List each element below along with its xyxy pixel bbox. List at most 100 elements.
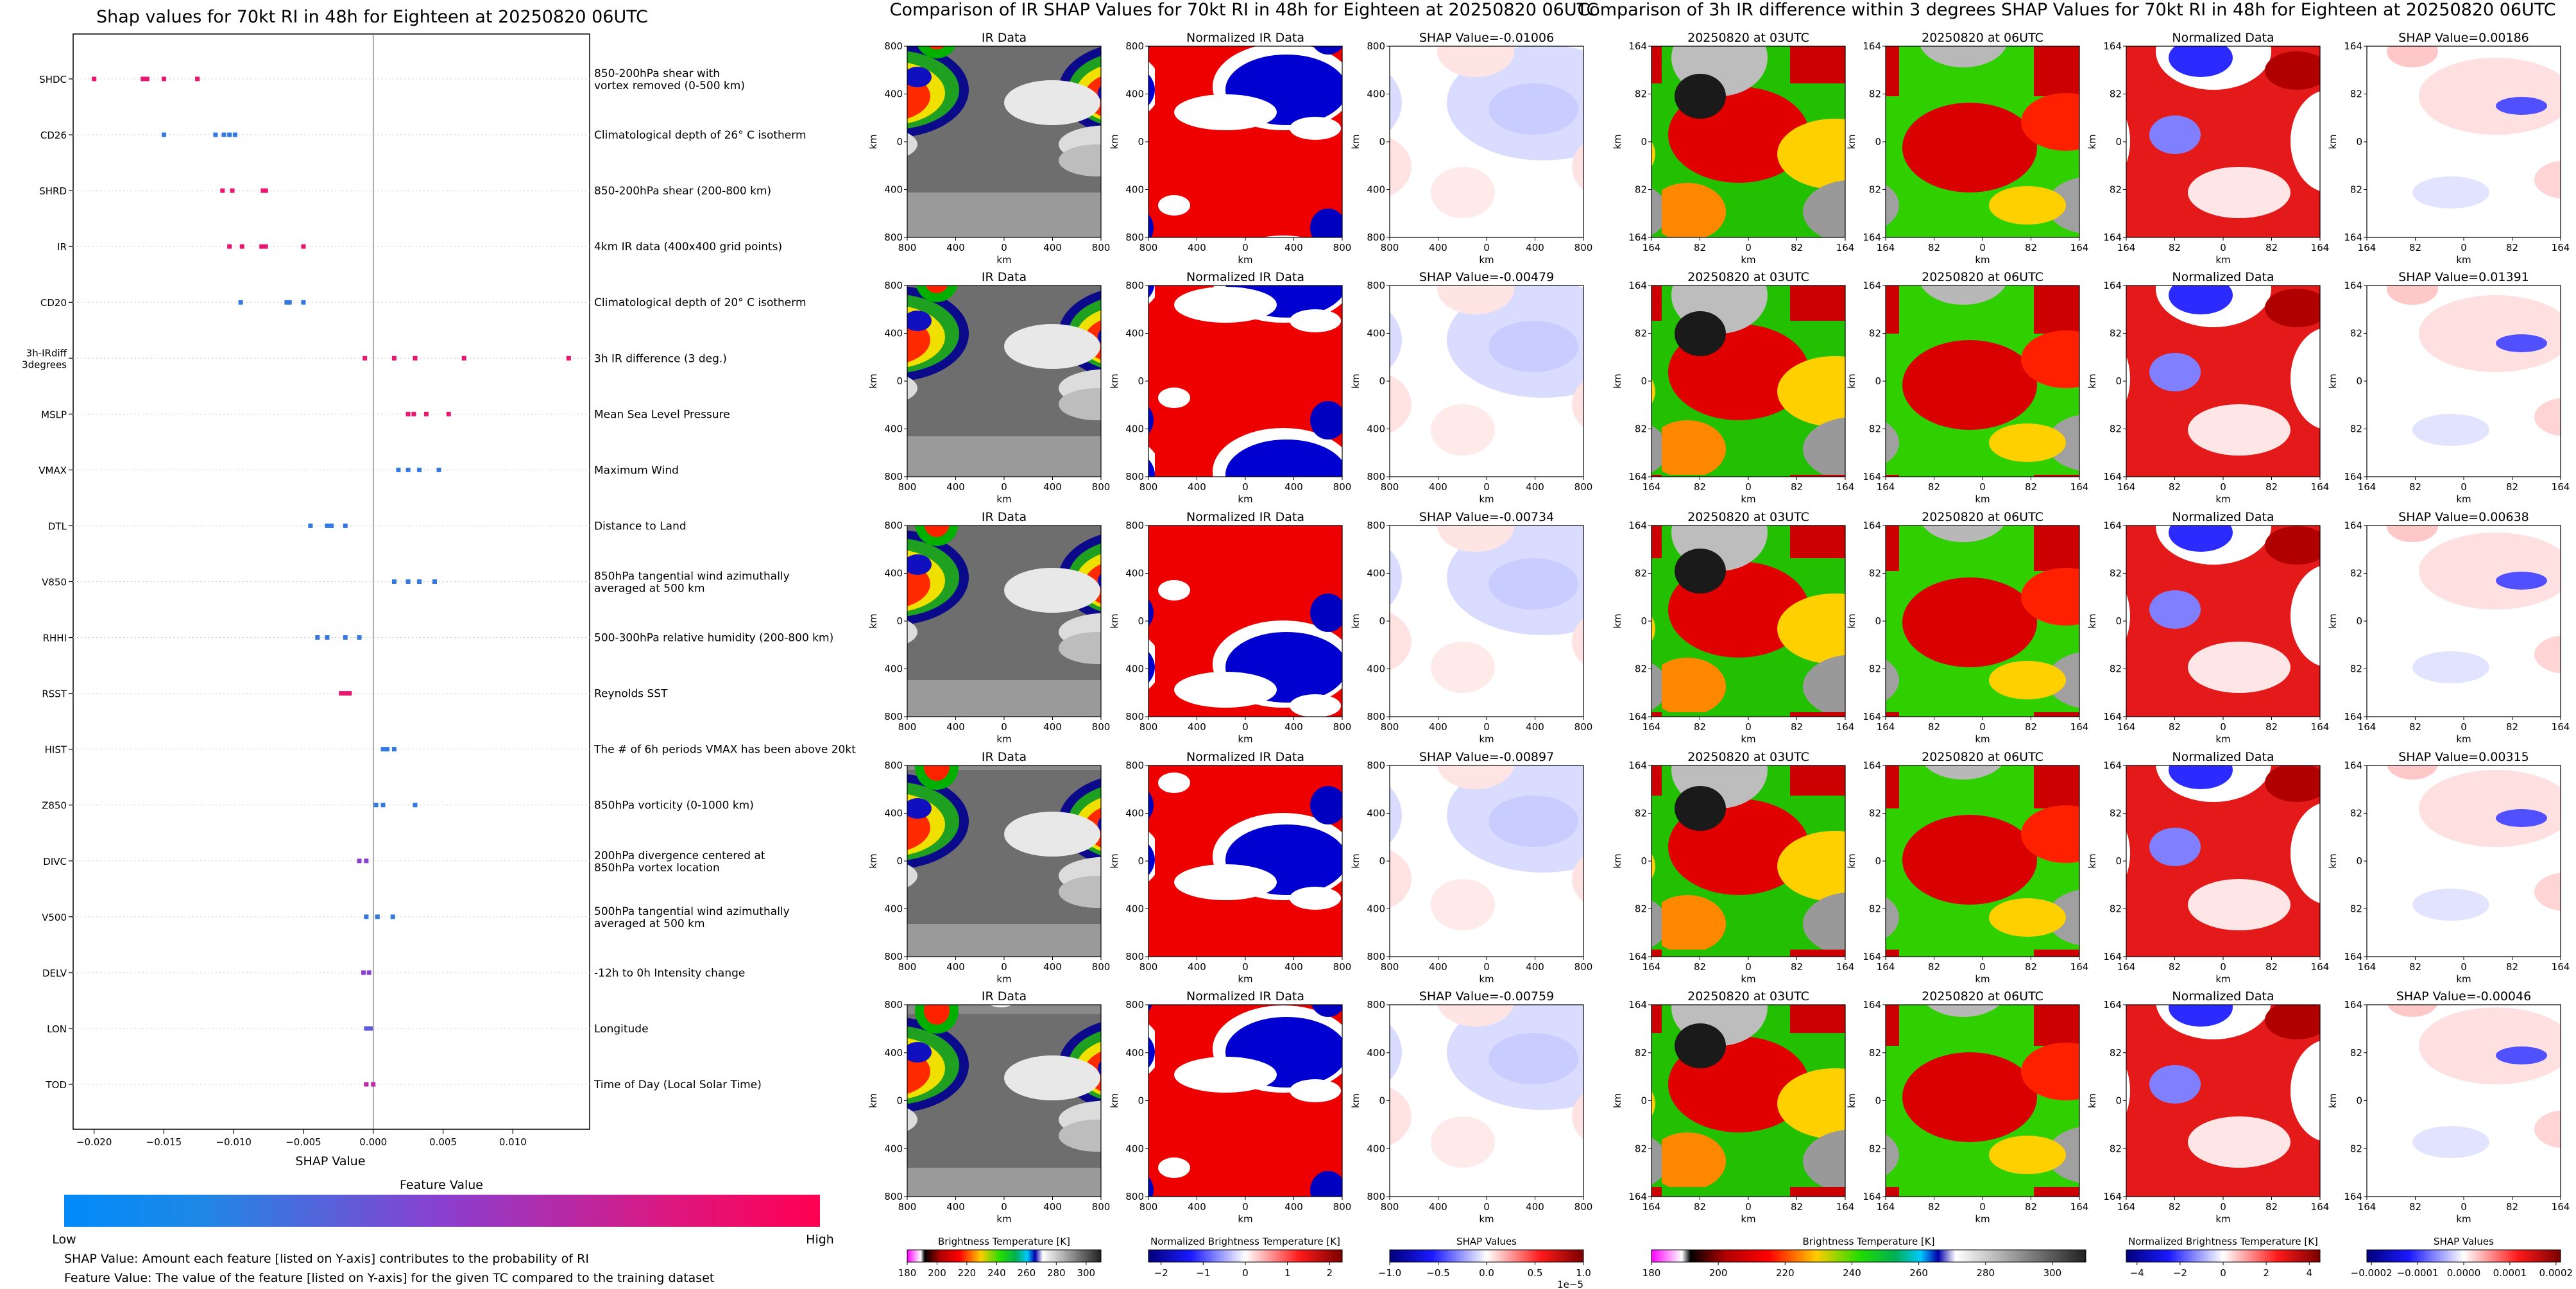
panel-y-tick-label: 800	[1367, 280, 1385, 291]
panel-y-axis-label: km	[1846, 853, 1857, 868]
panel-y-tick-label: 400	[1125, 1143, 1144, 1154]
panel-x-tick-label: 800	[1574, 1201, 1593, 1213]
panel-x-axis-label: km	[2215, 733, 2230, 745]
panel-y-tick-label: 400	[1125, 423, 1144, 435]
shap-point	[301, 300, 306, 305]
ir-image-panel	[1148, 46, 1343, 238]
feature-description-line: 200hPa divergence centered at	[594, 849, 765, 862]
shap-point	[284, 300, 289, 305]
panel-y-tick-label: 164	[1628, 711, 1647, 722]
panel-y-tick-label: 400	[1125, 663, 1144, 675]
image-panel-title: SHAP Value=-0.01006	[1419, 31, 1554, 45]
ir-diff-image-panel	[2366, 46, 2561, 238]
feature-description-line: 3h IR difference (3 deg.)	[594, 352, 727, 365]
image-panel-title: Normalized IR Data	[1186, 270, 1304, 284]
feature-description-line: The # of 6h periods VMAX has been above …	[593, 744, 856, 756]
panel-y-tick-label: 82	[2350, 184, 2362, 196]
panel-x-tick-label: 400	[1188, 721, 1206, 733]
panel-x-tick-label: 400	[1284, 1201, 1303, 1213]
panel-y-axis-label: km	[1846, 1093, 1857, 1108]
feature-description-line: Time of Day (Local Solar Time)	[593, 1079, 762, 1091]
shap-point	[364, 914, 369, 919]
panel-y-tick-label: 82	[1869, 808, 1881, 819]
panel-y-tick-label: 82	[1635, 423, 1647, 435]
panel-y-tick-label: 0	[1379, 375, 1385, 387]
panel-x-tick-label: 400	[1526, 242, 1544, 253]
panel-y-tick-label: 400	[884, 568, 903, 579]
feature-name-line: SHDC	[39, 74, 67, 85]
panel-x-tick-label: 0	[2220, 961, 2226, 973]
shap-point	[363, 355, 368, 361]
colorbar	[2126, 1249, 2321, 1263]
panel-x-tick-label: 164	[2117, 242, 2136, 253]
panel-y-tick-label: 164	[2344, 280, 2362, 291]
panel-y-tick-label: 164	[2103, 1191, 2122, 1202]
panel-x-tick-label: 82	[2169, 961, 2181, 973]
feature-description-label: Mean Sea Level Pressure	[594, 408, 730, 421]
panel-x-axis-label: km	[1238, 973, 1252, 985]
shap-point	[195, 76, 200, 81]
panel-x-tick-label: 0	[1242, 242, 1249, 253]
panel-y-tick-label: 800	[1125, 232, 1144, 243]
panel-x-tick-label: 0	[1979, 481, 1986, 493]
x-tick-label: −0.020	[76, 1136, 112, 1148]
panel-y-tick-label: 82	[2350, 663, 2362, 675]
colorbar-tick-label: 240	[987, 1267, 1006, 1279]
panel-y-tick-label: 82	[2350, 423, 2362, 435]
feature-description-label: 850-200hPa shear (200-800 km)	[594, 185, 771, 198]
panel-y-tick-label: 164	[2344, 951, 2362, 962]
panel-x-tick-label: 82	[2025, 721, 2037, 733]
panel-x-tick-label: 82	[1928, 481, 1940, 493]
shap-point	[227, 132, 232, 137]
panel-x-tick-label: 164	[2070, 242, 2089, 253]
panel-y-tick-label: 82	[1869, 89, 1881, 100]
feature-name-line: MSLP	[41, 409, 67, 420]
panel-x-tick-label: 0	[1483, 961, 1490, 973]
panel-x-axis-label: km	[1479, 973, 1494, 985]
colorbar-label: Brightness Temperature [K]	[1803, 1236, 1935, 1247]
panel-x-tick-label: 164	[2311, 1201, 2330, 1213]
panel-y-tick-label: 82	[2350, 328, 2362, 339]
shap-point	[405, 579, 411, 584]
mid-section-title: Comparison of IR SHAP Values for 70kt RI…	[890, 0, 1599, 20]
panel-y-tick-label: 800	[884, 951, 903, 962]
panel-x-tick-label: 164	[1836, 481, 1855, 493]
panel-y-tick-label: 164	[2103, 760, 2122, 771]
image-panel-title: SHAP Value=-0.00479	[1419, 270, 1554, 284]
ir-image-panel	[1389, 285, 1584, 477]
feature-name-label: VMAX	[38, 465, 67, 476]
panel-y-tick-label: 82	[2110, 1143, 2122, 1154]
shap-point	[357, 635, 362, 640]
panel-y-tick-label: 400	[1367, 423, 1385, 435]
panel-x-tick-label: 400	[1284, 961, 1303, 973]
shap-point	[144, 76, 149, 81]
image-panel-title: SHAP Value=0.00315	[2398, 750, 2529, 764]
colorbar-tick-label: 260	[1909, 1267, 1928, 1279]
shap-point	[263, 244, 268, 249]
panel-x-tick-label: 400	[1043, 481, 1062, 493]
panel-x-tick-label: 0	[1001, 1201, 1007, 1213]
panel-x-tick-label: 164	[1877, 481, 1895, 493]
panel-x-tick-label: 0	[1242, 721, 1249, 733]
panel-x-tick-label: 0	[1001, 242, 1007, 253]
panel-x-tick-label: 164	[2552, 1201, 2570, 1213]
image-panel-title: Normalized Data	[2172, 989, 2274, 1003]
panel-y-tick-label: 164	[2344, 232, 2362, 243]
panel-x-tick-label: 0	[1979, 721, 1986, 733]
shap-point	[221, 132, 226, 137]
panel-x-tick-label: 82	[2169, 721, 2181, 733]
panel-y-tick-label: 164	[1628, 232, 1647, 243]
panel-y-tick-label: 164	[1628, 1191, 1647, 1202]
panel-x-tick-label: 82	[1694, 721, 1706, 733]
panel-y-tick-label: 164	[2344, 1191, 2362, 1202]
feature-description-label: -12h to 0h Intensity change	[594, 967, 745, 980]
image-panel-title: SHAP Value=0.00638	[2398, 510, 2529, 524]
panel-y-tick-label: 800	[1367, 471, 1385, 482]
panel-x-tick-label: 82	[1791, 721, 1803, 733]
panel-x-tick-label: 800	[1092, 242, 1111, 253]
panel-y-tick-label: 0	[1138, 615, 1144, 627]
shap-point	[260, 188, 266, 193]
feature-description-label: 200hPa divergence centered at 850hPa vort…	[594, 849, 765, 875]
panel-y-tick-label: 164	[2344, 711, 2362, 722]
